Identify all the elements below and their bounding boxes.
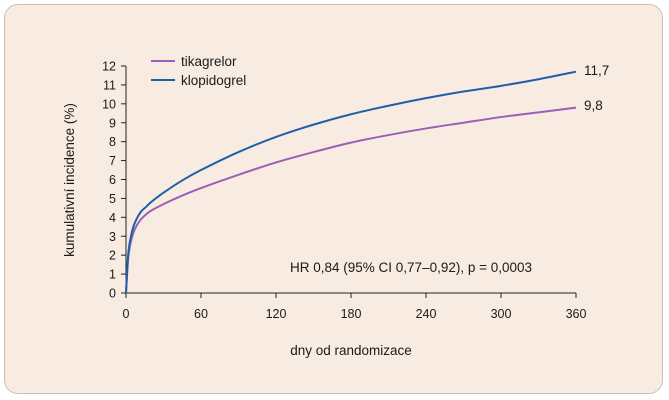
- x-tick-label: 300: [491, 307, 512, 321]
- y-tick-label: 8: [109, 135, 116, 149]
- y-tick-label: 9: [109, 116, 116, 130]
- y-tick-label: 0: [109, 287, 116, 301]
- x-tick-label: 120: [266, 307, 287, 321]
- series-line-tikagrelor: [125, 106, 577, 294]
- end-label-klopidogrel: 11,7: [584, 63, 609, 78]
- series-lines: [125, 70, 577, 294]
- x-tick-label: 180: [341, 307, 362, 321]
- y-tick-label: 5: [109, 192, 116, 206]
- x-tick-label: 60: [194, 307, 208, 321]
- y-tick-label: 4: [109, 211, 116, 225]
- x-tick-label: 360: [566, 307, 587, 321]
- x-tick-label: 0: [123, 307, 130, 321]
- legend: tikagrelor klopidogrel: [151, 54, 246, 88]
- y-tick-label: 12: [102, 60, 116, 74]
- y-tick-label: 2: [109, 249, 116, 263]
- hazard-ratio-annotation: HR 0,84 (95% CI 0,77–0,92), p = 0,0003: [290, 260, 532, 275]
- y-axis-label: kumulativní incidence (%): [62, 103, 77, 257]
- y-tick-label: 11: [103, 78, 116, 92]
- y-tick-label: 10: [102, 97, 116, 111]
- x-ticks: 0 60 120 180 240 300 360: [123, 293, 587, 321]
- legend-label-klopidogrel: klopidogrel: [181, 73, 246, 88]
- axes: [125, 66, 576, 294]
- y-tick-label: 1: [109, 268, 116, 282]
- end-label-tikagrelor: 9,8: [584, 98, 603, 113]
- y-tick-label: 6: [109, 173, 116, 187]
- chart-panel: [4, 4, 663, 394]
- y-tick-label: 3: [109, 230, 116, 244]
- y-tick-label: 7: [109, 154, 116, 168]
- legend-label-tikagrelor: tikagrelor: [181, 54, 237, 69]
- x-tick-label: 240: [416, 307, 437, 321]
- x-axis-label: dny od randomizace: [290, 343, 412, 358]
- series-line-klopidogrel: [125, 70, 577, 294]
